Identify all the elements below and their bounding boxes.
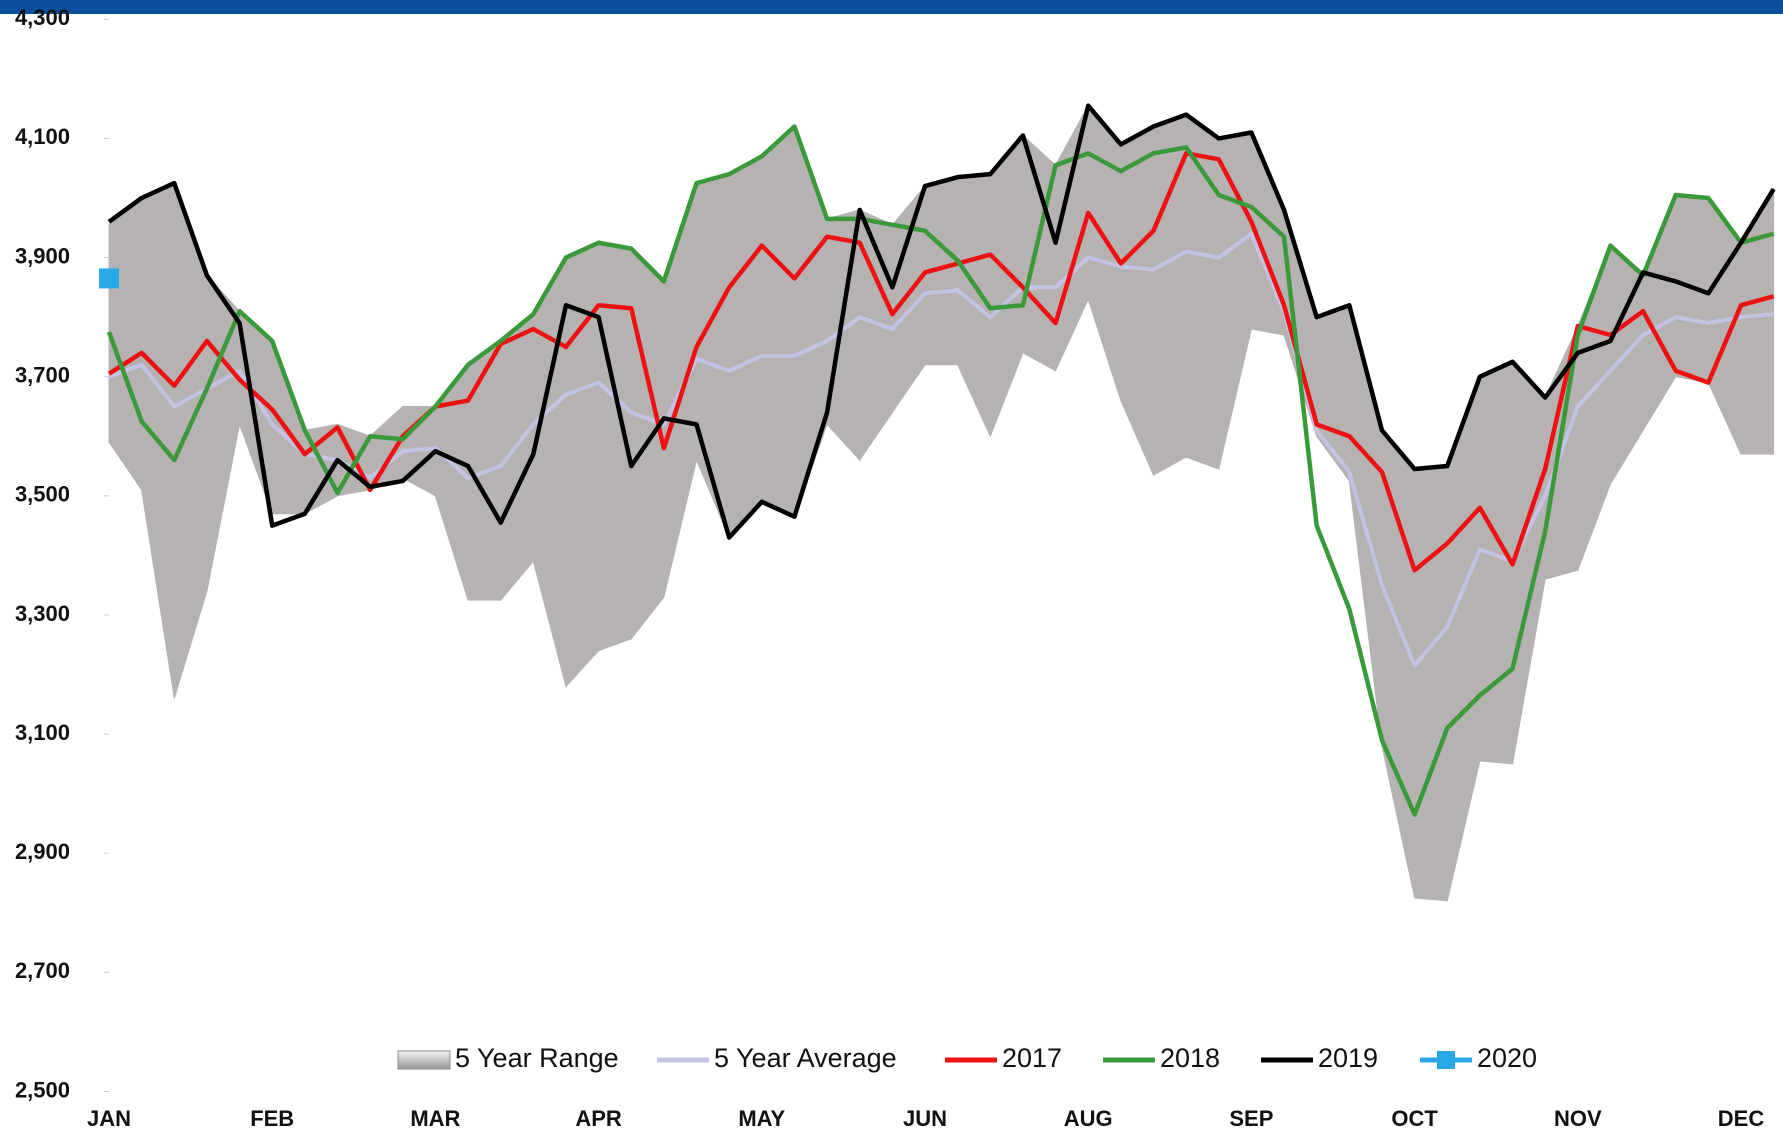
y-tick-label: 3,300 [15, 601, 70, 626]
series-line [107, 151, 1775, 573]
y-tick-label: 2,500 [15, 1077, 70, 1102]
range-band [1316, 304, 1350, 483]
y-tick-label: 2,900 [15, 839, 70, 864]
series-marker [99, 268, 119, 289]
x-tick-label: DEC [1718, 1106, 1765, 1131]
range-band [1218, 131, 1252, 470]
y-tick-label: 2,700 [15, 958, 70, 983]
x-tick-label: AUG [1064, 1106, 1113, 1131]
legend-label: 5 Year Average [714, 1043, 897, 1073]
series-line [107, 103, 1776, 540]
range-band [761, 125, 795, 518]
y-tick-label: 3,900 [15, 243, 70, 268]
legend-label: 2019 [1318, 1043, 1378, 1073]
range-band [1055, 105, 1089, 371]
x-tick-label: MAR [410, 1106, 460, 1131]
legend-label: 2018 [1160, 1043, 1220, 1073]
range-band [1414, 465, 1448, 902]
legend-label: 5 Year Range [455, 1043, 619, 1073]
range-band [728, 155, 763, 539]
legend-marker [1437, 1051, 1455, 1069]
x-tick-label: FEB [250, 1106, 294, 1131]
range-band [1381, 428, 1416, 899]
range-band [1740, 187, 1775, 455]
range-band [1120, 125, 1154, 476]
x-tick-label: JAN [87, 1106, 131, 1131]
series-line [106, 124, 1775, 817]
range-band [989, 134, 1024, 437]
x-tick-label: NOV [1554, 1106, 1602, 1131]
x-tick-label: OCT [1391, 1106, 1438, 1131]
y-tick-label: 4,100 [15, 124, 70, 149]
y-tick-label: 3,700 [15, 363, 70, 388]
range-band [1512, 360, 1546, 764]
x-tick-label: APR [575, 1106, 622, 1131]
legend-label: 2020 [1477, 1043, 1537, 1073]
x-tick-label: SEP [1229, 1106, 1273, 1131]
legend-swatch [397, 1050, 451, 1070]
legend-label: 2017 [1002, 1043, 1062, 1073]
x-tick-label: MAY [738, 1106, 785, 1131]
header-bar [0, 0, 1783, 14]
range-band [1022, 134, 1057, 372]
plot [99, 103, 1776, 902]
y-tick-label: 4,300 [15, 5, 70, 30]
y-tick-label: 3,100 [15, 720, 70, 745]
range-band [1479, 361, 1514, 765]
x-tick-label: JUN [903, 1106, 947, 1131]
y-tick-label: 3,500 [15, 482, 70, 507]
